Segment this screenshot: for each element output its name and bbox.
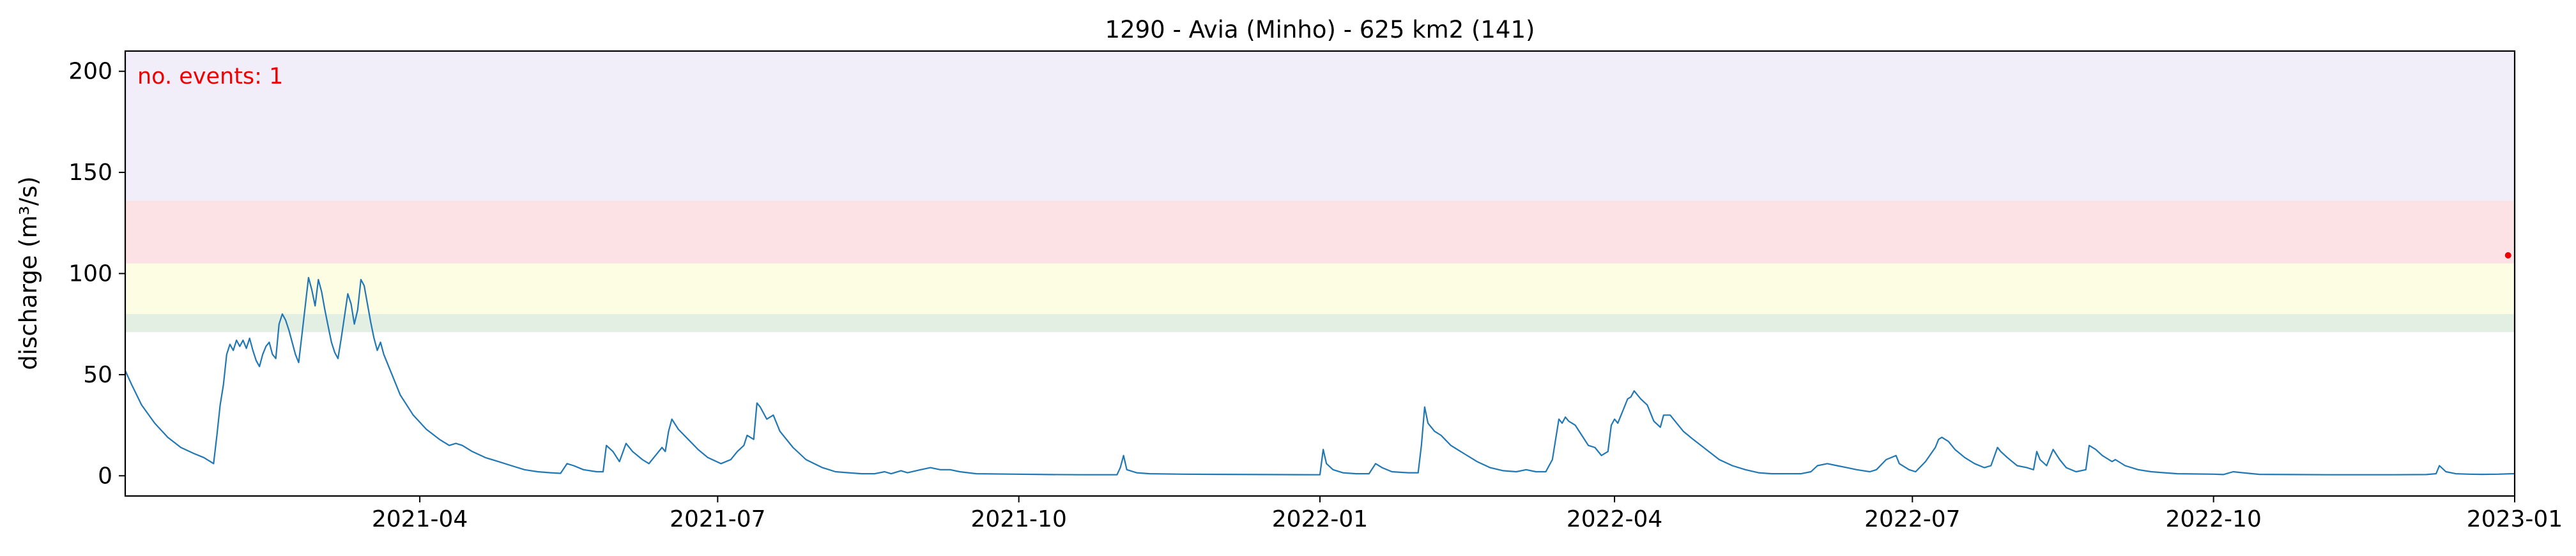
x-tick-label: 2021-10 xyxy=(970,506,1066,532)
threshold-band-2 xyxy=(125,200,2515,264)
series-line-0 xyxy=(125,276,2515,476)
x-tick-label: 2022-10 xyxy=(2165,506,2261,532)
y-tick-label: 100 xyxy=(68,261,112,287)
x-tick-label: 2022-01 xyxy=(1272,506,1368,532)
y-axis-label: discharge (m³/s) xyxy=(15,176,42,370)
threshold-bands xyxy=(125,51,2515,333)
x-tick-label: 2023-01 xyxy=(2467,506,2563,532)
x-axis: 2021-04 2021-07 2021-10 2022-01 2022-04 2022-… xyxy=(372,496,2563,532)
y-tick-label: 150 xyxy=(68,160,112,186)
x-tick-label: 2021-04 xyxy=(372,506,468,532)
threshold-band-0 xyxy=(125,313,2515,333)
event-count-annotation: no. events: 1 xyxy=(137,64,283,89)
y-axis: 0 50 100 150 200 xyxy=(68,59,125,489)
x-tick-label: 2022-07 xyxy=(1864,506,1960,532)
threshold-band-1 xyxy=(125,263,2515,314)
y-tick-label: 50 xyxy=(83,362,112,388)
y-tick-label: 0 xyxy=(98,463,112,489)
y-tick-label: 200 xyxy=(68,59,112,85)
threshold-band-3 xyxy=(125,51,2515,201)
event-markers xyxy=(2504,252,2511,259)
discharge-series xyxy=(125,276,2515,476)
chart-title: 1290 - Avia (Minho) - 625 km2 (141) xyxy=(1105,16,1535,43)
event-marker-0 xyxy=(2504,252,2511,259)
x-tick-label: 2021-07 xyxy=(670,506,765,532)
x-tick-label: 2022-04 xyxy=(1567,506,1662,532)
